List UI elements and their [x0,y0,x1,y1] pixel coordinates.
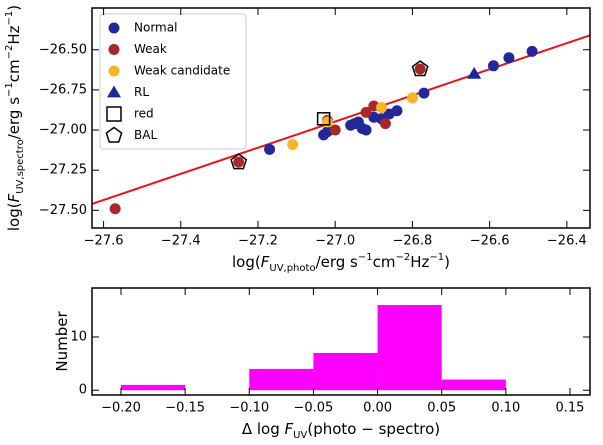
label-part: −1 [358,252,373,263]
bar [313,352,378,391]
legend-label: Weak candidate [134,64,230,78]
label-part: UV,spectro [15,139,26,193]
label-part: Number [53,311,71,372]
label-part: log( [232,253,261,271]
x-axis-label: Δ log FUV(photo − spectro) [242,420,440,441]
point [414,63,426,75]
x-tick-label: 0.00 [363,401,392,416]
point [329,124,341,136]
label-part: cm [5,59,23,82]
point [360,106,372,118]
point [230,153,248,170]
x-tick-label: −26.4 [547,234,587,249]
label-part: log( [5,202,23,231]
y-tick-label: −27.00 [39,123,87,138]
plot-frame [91,7,591,229]
point [287,138,299,150]
point [264,143,276,155]
point [406,92,418,104]
label-part: /erg s [5,97,23,139]
x-tick-label: −0.05 [293,401,333,416]
legend-label: BAL [134,128,157,142]
point [503,52,515,64]
legend-marker [108,22,120,34]
x-tick-label: −27.2 [238,234,278,249]
legend-marker [108,44,120,55]
point [467,66,482,79]
label-part: −1 [4,11,15,26]
x-tick-label: −0.15 [165,401,205,416]
y-tick-label: −26.50 [39,42,87,57]
bar [441,379,506,391]
point [487,60,499,72]
x-tick-label: −27.4 [161,234,201,249]
point [316,112,331,126]
x-tick-label: −27.0 [315,234,355,249]
legend-marker [107,85,121,98]
fit-line [91,34,591,205]
label-part: ) [5,5,23,11]
legend-label: RL [134,85,149,99]
label-part: −2 [4,45,15,60]
y-tick-label: 0 [79,383,87,398]
x-tick-label: −0.10 [229,401,269,416]
plot-frame [91,287,591,396]
point [391,105,403,117]
y-tick-label: −27.50 [39,203,87,218]
label-part: F [285,420,294,438]
point [526,45,538,57]
x-tick-label: −0.20 [101,401,141,416]
legend-label: red [134,107,154,121]
y-tick-label: −27.25 [39,163,87,178]
label-part: −1 [429,252,444,263]
legend-marker [105,126,123,143]
label-part: /erg s [316,253,358,271]
label-part: Hz [5,25,23,44]
label-part: UV [293,430,307,441]
y-tick-label: 10 [70,329,87,344]
point [360,124,372,136]
label-part: F [261,253,270,271]
label-part: UV,photo [269,263,315,274]
x-tick-label: −27.6 [84,234,124,249]
point [418,87,430,99]
y-axis-label: Number [53,311,71,372]
label-part: (photo − spectro) [307,420,440,438]
label-part: −2 [395,252,410,263]
y-axis-label: log(FUV,spectro/erg s−1cm−2Hz−1) [4,5,26,231]
legend-marker [106,106,122,122]
legend-label: Normal [134,21,177,35]
point [411,60,429,77]
label-part: cm [373,253,396,271]
label-part: ) [444,253,450,271]
point [379,118,391,130]
bar [249,368,314,391]
legend-label: Weak [134,42,167,56]
x-tick-label: −26.8 [392,234,432,249]
bar [377,305,442,391]
point [321,116,333,128]
x-tick-label: −26.6 [470,234,510,249]
bar [120,384,186,391]
x-tick-label: 0.15 [556,401,585,416]
x-axis-label: log(FUV,photo/erg s−1cm−2Hz−1) [232,252,450,274]
legend-marker [108,65,120,77]
x-tick-label: 0.05 [427,401,456,416]
legend-box [99,13,247,150]
point [233,156,245,168]
point [376,102,388,114]
label-part: F [5,193,23,202]
label-part: Δ log [242,420,285,438]
x-tick-label: 0.10 [491,401,520,416]
label-part: Hz [410,253,429,271]
y-tick-label: −26.75 [39,82,87,97]
point [109,203,121,215]
label-part: −1 [4,82,15,97]
